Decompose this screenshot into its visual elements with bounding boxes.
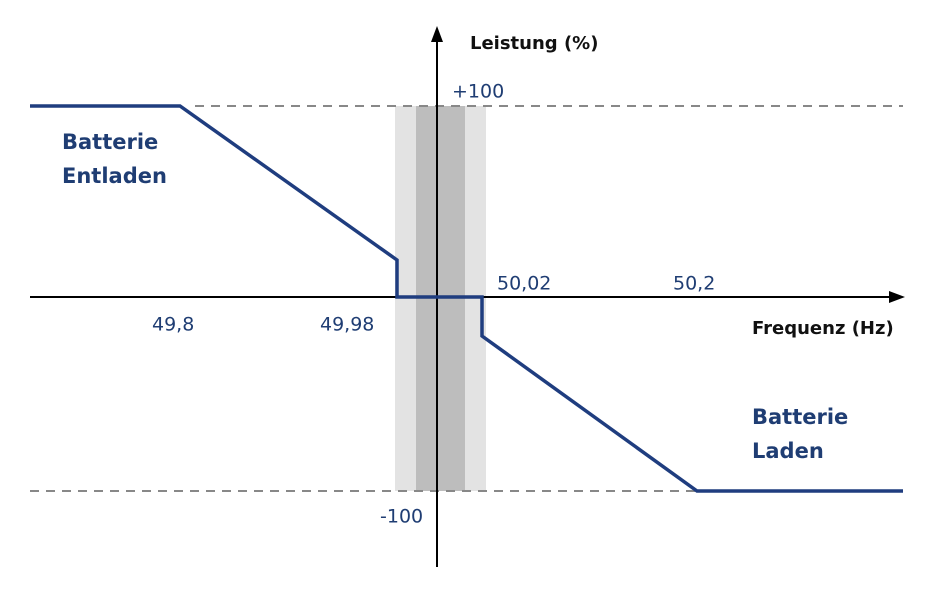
x-tick-label: 49,98 xyxy=(320,314,374,336)
x-tick-label: 49,8 xyxy=(152,314,194,336)
power-curve xyxy=(30,104,903,493)
y-axis-label: Leistung (%) xyxy=(470,33,598,54)
y-tick-label: +100 xyxy=(452,81,504,103)
region-label: Batterie xyxy=(752,405,848,429)
x-axis-arrow xyxy=(889,291,905,303)
y-axis-arrow xyxy=(431,26,443,42)
y-tick-label: -100 xyxy=(380,506,423,528)
region-label: Laden xyxy=(752,439,824,463)
x-tick-label: 50,02 xyxy=(497,273,551,295)
x-axis-label: Frequenz (Hz) xyxy=(752,318,894,339)
x-tick-label: 50,2 xyxy=(673,273,715,295)
region-label: Entladen xyxy=(62,164,167,188)
region-label: Batterie xyxy=(62,130,158,154)
